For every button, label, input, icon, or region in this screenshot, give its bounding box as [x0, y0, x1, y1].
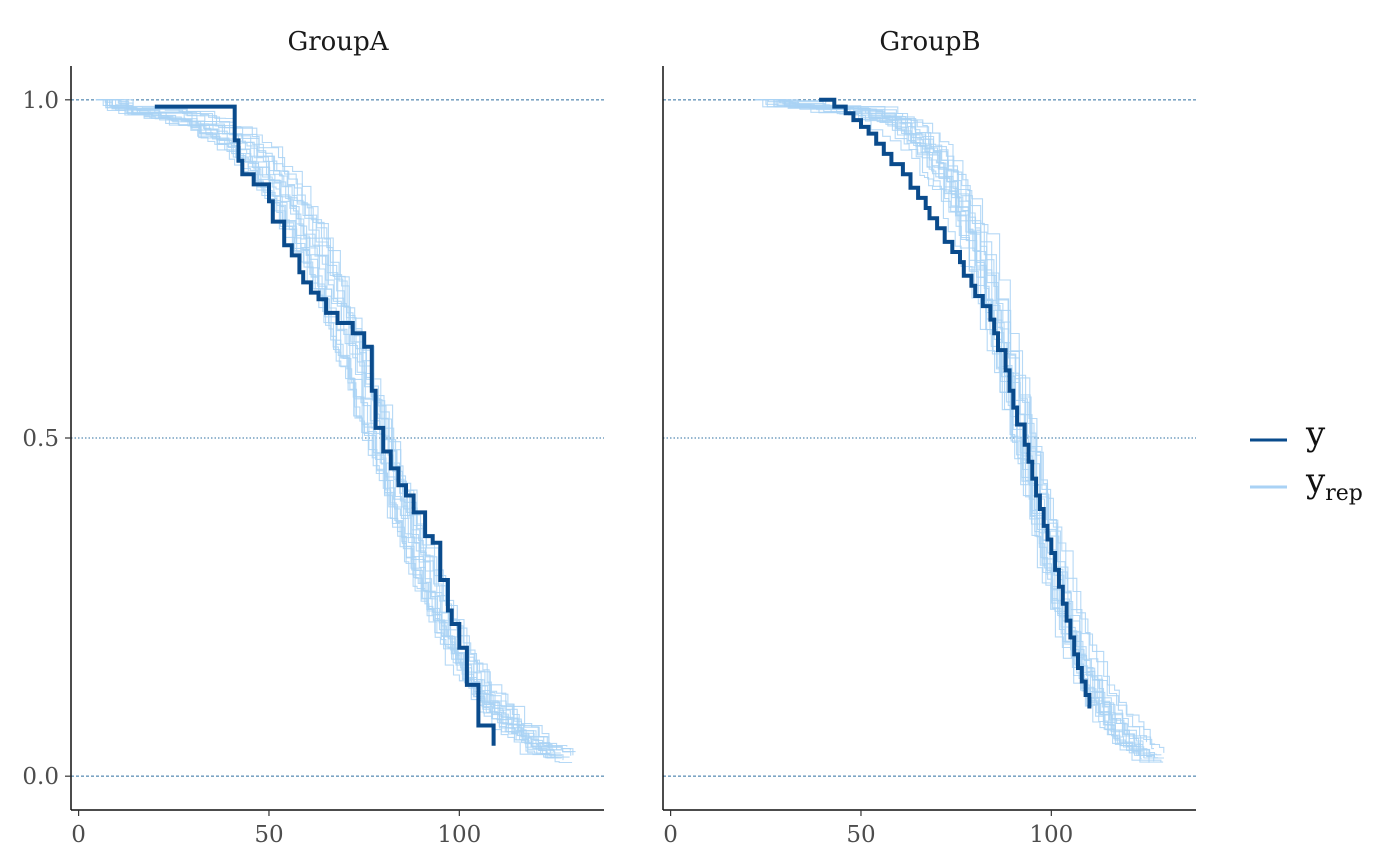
y-rep-curve-20: [102, 99, 549, 747]
x-tick-label: 50: [846, 822, 875, 848]
y-rep-curve-16: [114, 99, 562, 756]
x-tick-label: 0: [71, 822, 86, 848]
y-rep-curve-14: [96, 99, 573, 764]
legend: y yrep: [1250, 414, 1363, 506]
x-tick-label: 100: [1029, 822, 1073, 848]
y-rep-curve-4: [769, 99, 1159, 759]
y-rep-curve-10: [101, 99, 551, 753]
axes: 0 50 100: [662, 66, 1196, 848]
legend-label-y-text: y: [1305, 414, 1326, 454]
y-tick-label: 0.0: [22, 764, 59, 790]
y-rep-curve-17: [772, 99, 1153, 758]
y-rep-curve-15: [107, 99, 555, 752]
axes: 0 50 100 0.0 0.5 1.0: [22, 66, 604, 848]
y-rep-curves: [95, 99, 576, 764]
y-rep-curves: [754, 99, 1165, 763]
y-rep-curve-17: [98, 99, 570, 758]
y-tick-label: 1.0: [22, 88, 59, 114]
y-rep-curve-12: [108, 99, 559, 758]
y-curve: [819, 97, 1092, 709]
y-rep-curve-1: [108, 99, 561, 754]
y-rep-curve-3: [105, 99, 568, 747]
legend-label-y-rep-subscript: rep: [1325, 481, 1363, 506]
facet-panel-groupb: GroupB 0 50 100: [662, 27, 1196, 848]
y-rep-curve-5: [96, 99, 562, 759]
y-rep-curve-19: [104, 99, 554, 759]
legend-label-y-rep: yrep: [1305, 461, 1363, 506]
facet-panel-groupa: GroupA 0 50 100 0.0 0.5 1.0: [22, 27, 604, 848]
y-rep-curve-18: [98, 99, 556, 757]
y-observed-curve: [154, 104, 496, 746]
y-rep-curve-20: [762, 99, 1156, 745]
y-rep-curve-6: [756, 99, 1144, 746]
y-rep-curve-9: [116, 99, 576, 753]
y-rep-curve-7: [99, 99, 551, 755]
legend-label-y: y: [1305, 414, 1326, 454]
y-rep-curve-16: [764, 99, 1155, 762]
y-rep-curve-13: [116, 99, 564, 761]
y-rep-curve-19: [765, 99, 1142, 760]
reference-lines: [663, 99, 1196, 777]
y-curve: [154, 104, 496, 746]
x-tick-label: 0: [663, 822, 678, 848]
y-rep-curve-2: [105, 99, 572, 756]
x-tick-label: 50: [254, 822, 283, 848]
y-rep-curve-11: [107, 99, 571, 751]
x-tick-label: 100: [437, 822, 481, 848]
facet-title-groupa: GroupA: [287, 27, 389, 57]
legend-label-y-rep-text: y: [1305, 461, 1326, 501]
reference-lines: [71, 99, 604, 777]
y-observed-curve: [819, 97, 1092, 709]
y-rep-curve-4: [97, 99, 574, 756]
facet-title-groupb: GroupB: [879, 27, 980, 57]
y-rep-curve-6: [95, 99, 551, 748]
y-rep-curve-8: [101, 99, 553, 751]
y-tick-label: 0.5: [22, 426, 59, 452]
